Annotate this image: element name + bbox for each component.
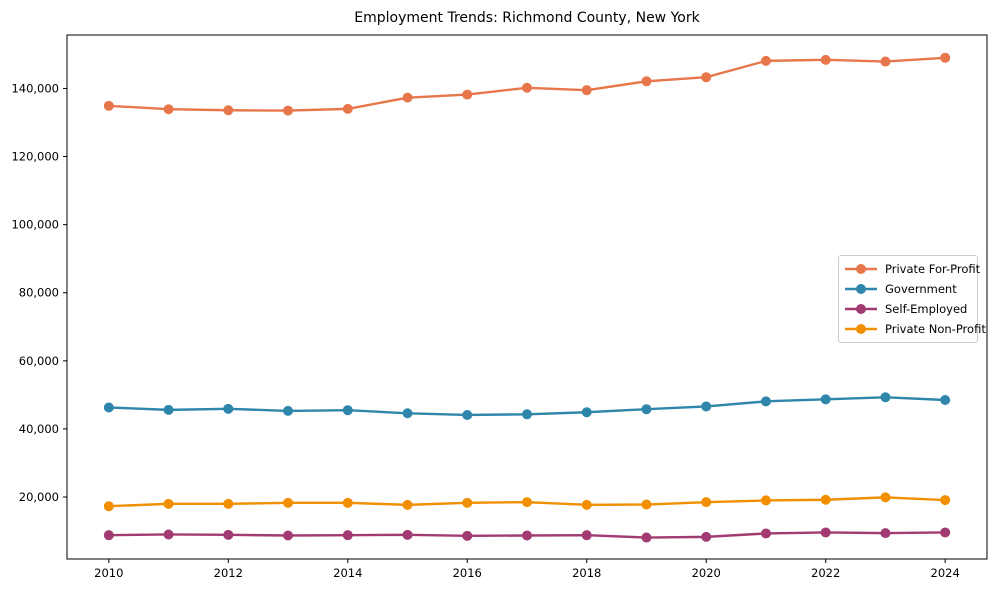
legend-line-marker-icon bbox=[845, 264, 877, 274]
data-point-private-non-profit bbox=[402, 499, 413, 510]
data-point-private-non-profit bbox=[462, 497, 473, 508]
data-point-self-employed bbox=[163, 529, 174, 540]
data-point-private-non-profit bbox=[283, 497, 294, 508]
plot-border bbox=[66, 34, 988, 560]
data-point-private-non-profit bbox=[581, 499, 592, 510]
y-tick-label: 140,000 bbox=[11, 81, 59, 95]
data-point-self-employed bbox=[940, 527, 951, 538]
x-tick-label: 2022 bbox=[811, 566, 840, 580]
data-point-government bbox=[820, 394, 831, 405]
legend-label: Private Non-Profit bbox=[885, 322, 986, 336]
data-point-private-non-profit bbox=[940, 495, 951, 506]
data-point-private-for-profit bbox=[103, 100, 114, 111]
data-point-government bbox=[940, 394, 951, 405]
data-point-private-non-profit bbox=[760, 495, 771, 506]
y-tick-label: 80,000 bbox=[19, 286, 59, 300]
data-point-government bbox=[223, 403, 234, 414]
data-point-self-employed bbox=[342, 530, 353, 541]
y-tick-label: 20,000 bbox=[19, 490, 59, 504]
legend-line-marker-icon bbox=[845, 284, 877, 294]
legend-entry-government: Government bbox=[839, 279, 977, 299]
x-tick-label: 2016 bbox=[453, 566, 482, 580]
data-point-private-for-profit bbox=[581, 85, 592, 96]
data-point-private-for-profit bbox=[522, 82, 532, 93]
data-point-private-for-profit bbox=[283, 105, 294, 116]
data-point-government bbox=[760, 396, 771, 407]
data-point-government bbox=[163, 404, 174, 415]
x-tick-label: 2020 bbox=[692, 566, 721, 580]
data-point-private-non-profit bbox=[522, 497, 532, 508]
data-point-self-employed bbox=[641, 532, 652, 543]
data-point-private-non-profit bbox=[223, 498, 234, 509]
data-point-private-for-profit bbox=[163, 104, 174, 115]
y-tick-label: 60,000 bbox=[19, 354, 59, 368]
data-point-government bbox=[701, 401, 712, 412]
data-point-self-employed bbox=[402, 529, 413, 540]
data-point-self-employed bbox=[103, 530, 114, 541]
x-tick-label: 2012 bbox=[214, 566, 243, 580]
legend-line-marker-icon bbox=[845, 304, 877, 314]
legend-entry-private-non-profit: Private Non-Profit bbox=[839, 319, 986, 339]
data-point-private-for-profit bbox=[641, 76, 652, 87]
legend-line-marker-icon bbox=[845, 324, 877, 334]
data-point-self-employed bbox=[223, 529, 234, 540]
data-point-private-for-profit bbox=[342, 103, 353, 114]
data-point-government bbox=[462, 409, 473, 420]
data-point-private-non-profit bbox=[880, 492, 891, 503]
data-point-government bbox=[581, 407, 592, 418]
data-point-private-for-profit bbox=[940, 52, 951, 63]
data-point-private-for-profit bbox=[760, 55, 771, 66]
data-point-private-for-profit bbox=[880, 56, 891, 67]
data-point-self-employed bbox=[880, 528, 891, 539]
data-point-self-employed bbox=[522, 530, 532, 541]
data-point-private-non-profit bbox=[820, 494, 831, 505]
data-point-self-employed bbox=[283, 530, 294, 541]
data-point-government bbox=[880, 392, 891, 403]
data-point-private-for-profit bbox=[820, 54, 831, 65]
data-point-government bbox=[103, 402, 114, 413]
data-point-self-employed bbox=[701, 531, 712, 542]
data-point-self-employed bbox=[581, 530, 592, 541]
data-point-government bbox=[641, 404, 652, 415]
chart-title: Employment Trends: Richmond County, New … bbox=[354, 10, 700, 26]
legend: Private For-Profit Government Self-Emplo… bbox=[838, 255, 986, 343]
data-point-self-employed bbox=[820, 527, 831, 538]
x-tick-label: 2018 bbox=[572, 566, 601, 580]
data-point-private-for-profit bbox=[402, 92, 413, 103]
y-tick-label: 120,000 bbox=[11, 150, 59, 164]
data-point-self-employed bbox=[760, 528, 771, 539]
data-point-private-for-profit bbox=[462, 89, 473, 100]
y-tick-label: 100,000 bbox=[11, 218, 59, 232]
legend-entry-private-for-profit: Private For-Profit bbox=[839, 259, 981, 279]
data-point-private-for-profit bbox=[223, 105, 234, 116]
x-tick-label: 2014 bbox=[333, 566, 362, 580]
data-point-private-non-profit bbox=[103, 501, 114, 512]
data-point-government bbox=[402, 408, 413, 419]
legend-label: Private For-Profit bbox=[885, 262, 981, 276]
data-point-government bbox=[342, 405, 353, 416]
legend-label: Government bbox=[885, 282, 957, 296]
data-point-private-non-profit bbox=[701, 497, 712, 508]
data-point-private-non-profit bbox=[641, 499, 652, 510]
data-point-private-non-profit bbox=[163, 498, 174, 509]
data-point-government bbox=[283, 405, 294, 416]
data-point-government bbox=[522, 409, 532, 420]
data-point-private-for-profit bbox=[701, 72, 712, 83]
x-tick-label: 2024 bbox=[931, 566, 960, 580]
legend-label: Self-Employed bbox=[885, 302, 968, 316]
data-point-self-employed bbox=[462, 530, 473, 541]
data-point-private-non-profit bbox=[342, 497, 353, 508]
y-tick-label: 40,000 bbox=[19, 422, 59, 436]
x-tick-label: 2010 bbox=[94, 566, 123, 580]
legend-entry-self-employed: Self-Employed bbox=[839, 299, 977, 319]
